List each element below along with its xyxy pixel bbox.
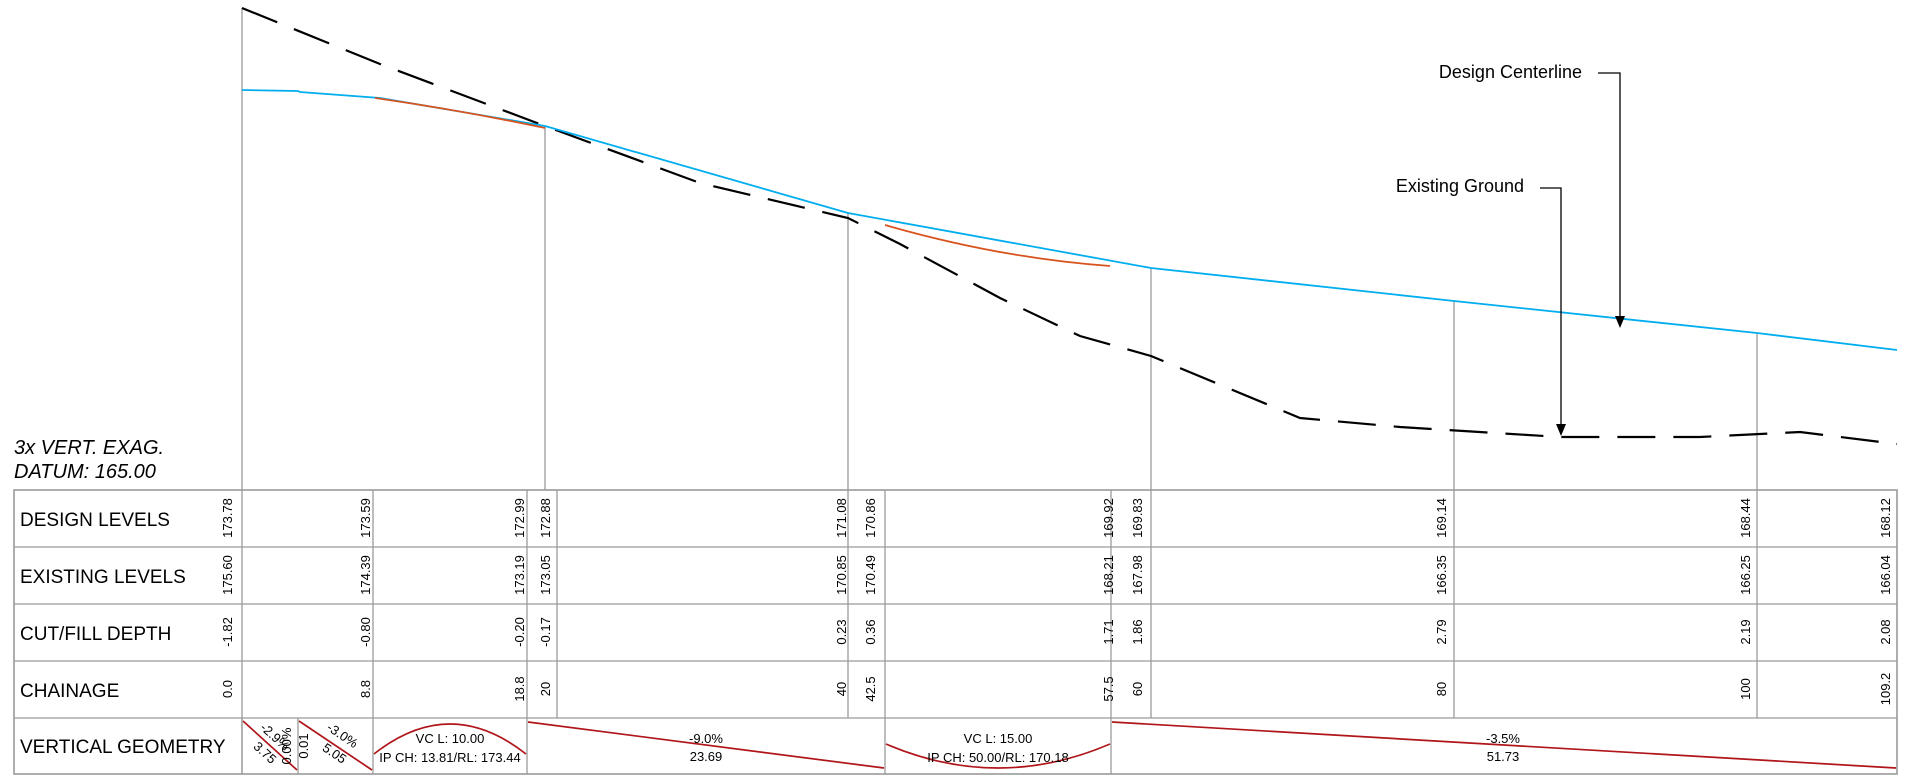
table-frame <box>13 489 1898 775</box>
cutfill-value: -1.82 <box>220 617 235 647</box>
grade-4-percent: -9.0% <box>689 731 723 746</box>
existing-ground-line <box>241 6 1898 446</box>
design-value: 169.92 <box>1101 498 1116 538</box>
grade-2-length: 0.01 <box>296 733 311 758</box>
design-value: 169.83 <box>1130 498 1145 538</box>
grade-line-3 <box>298 720 373 771</box>
design-value: 171.08 <box>834 498 849 538</box>
grade-4-length: 23.69 <box>690 749 723 764</box>
cutfill-value: -0.17 <box>538 617 553 647</box>
chainage-value: 109.2 <box>1878 673 1893 706</box>
vc-2-ip: IP CH: 50.00/RL: 170.18 <box>927 750 1068 765</box>
design-value: 168.12 <box>1878 498 1893 538</box>
arrowhead-design-centerline <box>1615 316 1625 328</box>
existing-value: 170.85 <box>834 555 849 595</box>
grade-line-4 <box>527 721 885 769</box>
vertical-curve-1 <box>374 97 546 129</box>
band-label-chainage: CHAINAGE <box>20 681 119 702</box>
design-value: 173.78 <box>220 498 235 538</box>
band-label-existing-levels: EXISTING LEVELS <box>20 567 186 588</box>
chainage-value: 42.5 <box>863 676 878 701</box>
vc-crest-1 <box>373 723 527 755</box>
design-value: 173.59 <box>358 498 373 538</box>
chainage-value: 100 <box>1738 678 1753 700</box>
vc-1-length: VC L: 10.00 <box>416 731 485 746</box>
grade-2-percent: 0.00% <box>279 727 294 764</box>
chainage-value: 80 <box>1434 682 1449 696</box>
cutfill-value: 1.86 <box>1130 619 1145 644</box>
chainage-value: 40 <box>834 682 849 696</box>
grade-line-1 <box>242 720 298 771</box>
chainage-value: 0.0 <box>220 680 235 698</box>
vc-sag-2 <box>885 743 1111 769</box>
vc-2-length: VC L: 15.00 <box>964 731 1033 746</box>
datum-note: DATUM: 165.00 <box>14 461 156 483</box>
cutfill-value: -0.20 <box>512 617 527 647</box>
chainage-value: 57.5 <box>1101 676 1116 701</box>
band-values: 173.78 175.60 -1.82 0.0 173.59 174.39 -0.80 8.8… <box>220 498 1893 705</box>
cutfill-value: 2.08 <box>1878 619 1893 644</box>
design-value: 169.14 <box>1434 498 1449 538</box>
chainage-value: 18.8 <box>512 676 527 701</box>
existing-value: 173.19 <box>512 555 527 595</box>
existing-value: 174.39 <box>358 555 373 595</box>
design-centerline-label: Design Centerline <box>1439 62 1582 82</box>
existing-value: 170.49 <box>863 555 878 595</box>
cutfill-value: 0.23 <box>834 619 849 644</box>
vertical-exaggeration-note: 3x VERT. EXAG. <box>14 437 165 459</box>
callout-design-centerline <box>1598 72 1621 320</box>
chainage-value: 20 <box>538 682 553 696</box>
band-label-vertical-geometry: VERTICAL GEOMETRY <box>20 737 226 758</box>
profile-table: DESIGN LEVELS EXISTING LEVELS CUT/FILL D… <box>13 489 1898 775</box>
cutfill-value: 0.36 <box>863 619 878 644</box>
design-value: 172.88 <box>538 498 553 538</box>
vertical-geometry-band: -2.9% 3.75 0.00% 0.01 -3.0% 5.05 VC L: 1… <box>241 718 1897 774</box>
cutfill-value: 1.71 <box>1101 619 1116 644</box>
grade-5-percent: -3.5% <box>1486 731 1520 746</box>
station-gridlines <box>241 8 1758 490</box>
vertical-curve-2 <box>884 224 1111 267</box>
existing-value: 175.60 <box>220 555 235 595</box>
design-centerline <box>241 89 1898 351</box>
band-label-design-levels: DESIGN LEVELS <box>20 510 170 531</box>
design-value: 168.44 <box>1738 498 1753 538</box>
existing-value: 167.98 <box>1130 555 1145 595</box>
chainage-value: 60 <box>1130 682 1145 696</box>
cutfill-value: 2.19 <box>1738 619 1753 644</box>
band-label-cut-fill-depth: CUT/FILL DEPTH <box>20 624 171 645</box>
arrowhead-existing-ground <box>1556 424 1566 436</box>
chainage-value: 8.8 <box>358 680 373 698</box>
design-value: 170.86 <box>863 498 878 538</box>
design-value: 172.99 <box>512 498 527 538</box>
cutfill-value: 2.79 <box>1434 619 1449 644</box>
existing-ground-label: Existing Ground <box>1396 176 1524 196</box>
grade-line-5 <box>1111 721 1897 769</box>
existing-value: 168.21 <box>1101 555 1116 595</box>
cutfill-value: -0.80 <box>358 617 373 647</box>
cell-dividers <box>372 490 1758 718</box>
existing-value: 166.25 <box>1738 555 1753 595</box>
grade-5-length: 51.73 <box>1487 749 1520 764</box>
existing-value: 166.04 <box>1878 555 1893 595</box>
existing-value: 166.35 <box>1434 555 1449 595</box>
vc-1-ip: IP CH: 13.81/RL: 173.44 <box>379 750 520 765</box>
existing-value: 173.05 <box>538 555 553 595</box>
callout-existing-ground <box>1540 187 1562 429</box>
